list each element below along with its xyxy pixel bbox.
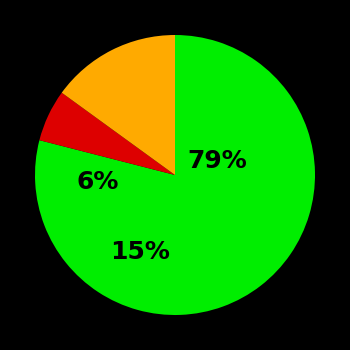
Text: 15%: 15% — [110, 240, 170, 264]
Text: 79%: 79% — [187, 149, 247, 173]
Wedge shape — [35, 35, 315, 315]
Wedge shape — [40, 93, 175, 175]
Text: 6%: 6% — [77, 170, 119, 194]
Wedge shape — [62, 35, 175, 175]
